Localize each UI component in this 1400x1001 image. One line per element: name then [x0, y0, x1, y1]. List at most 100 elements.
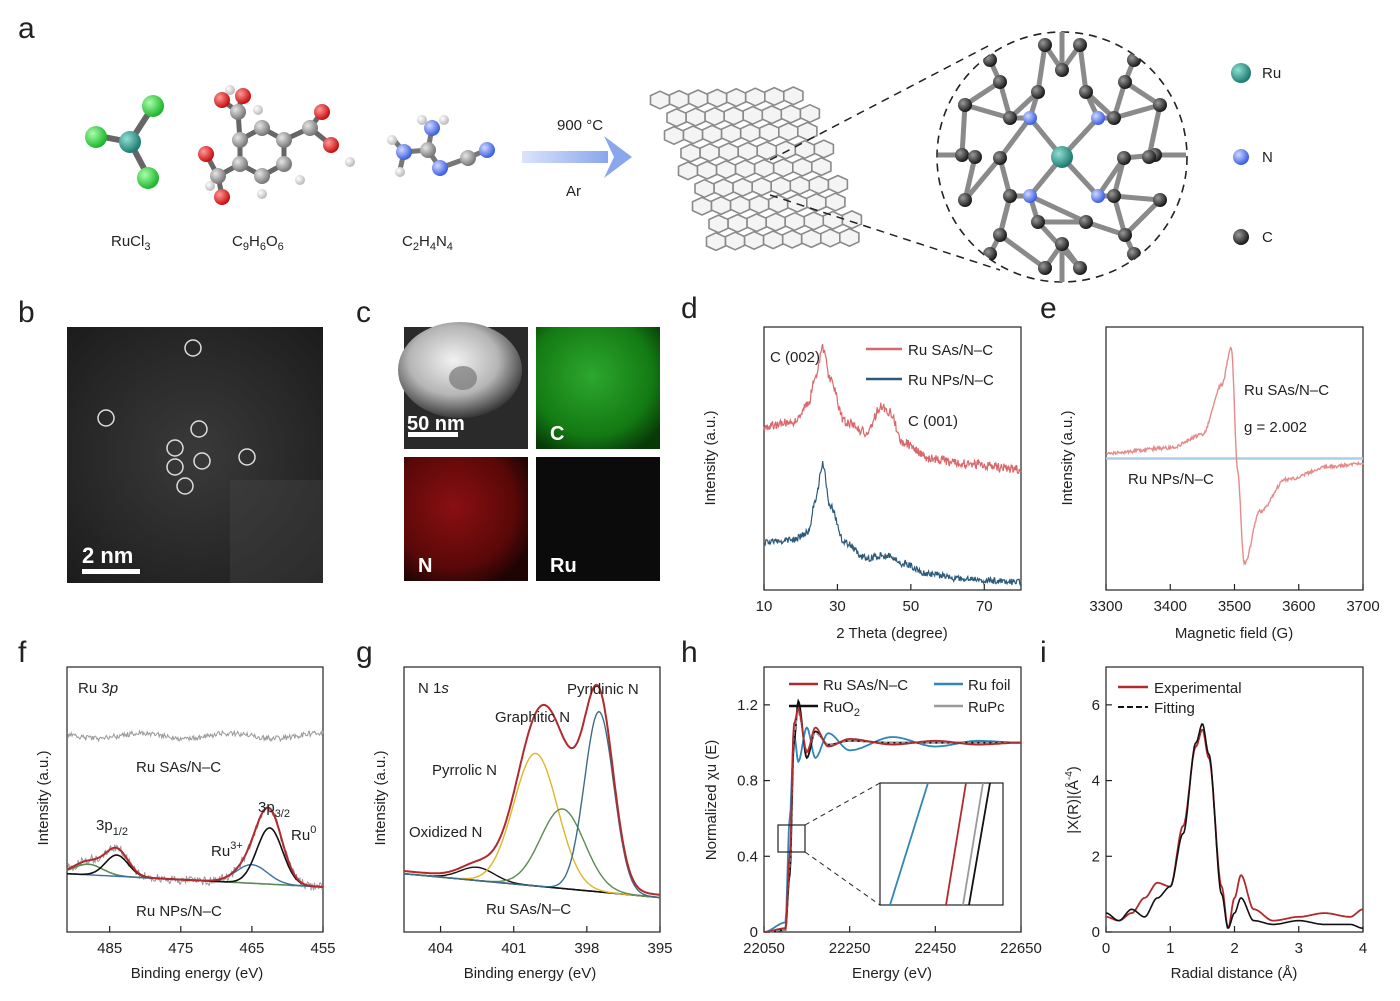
carbon-atom: [955, 148, 969, 162]
panel-letter-b: b: [18, 296, 35, 329]
graphene-hexagon: [840, 229, 859, 247]
graphene-hexagon: [750, 196, 769, 214]
x-tick-label: 22250: [829, 940, 871, 957]
graphene-hexagon: [776, 141, 795, 159]
y-tick-label: 0: [750, 924, 758, 941]
legend-ruo2: RuO2: [823, 699, 860, 719]
panel-letter-e: e: [1040, 292, 1057, 325]
graphene-hexagon: [807, 194, 826, 212]
graphene-hexagon: [743, 107, 762, 125]
ru-atom-icon: [1231, 63, 1251, 83]
x-tick-label: 2: [1230, 940, 1238, 957]
graphene-hexagon: [784, 87, 803, 105]
ru-n4-magnified-structure: [937, 30, 1187, 284]
carbon-atom: [1003, 111, 1017, 125]
ylabel-g: Intensity (a.u.): [372, 750, 389, 845]
label-3p12: 3p1/2: [96, 817, 128, 838]
xlabel-d: 2 Theta (degree): [836, 625, 947, 642]
x-tick-label: 398: [574, 940, 599, 957]
label-ru-nps-f: Ru NPs/N–C: [136, 903, 222, 920]
arrow-atmosphere: Ar: [566, 183, 581, 200]
graphene-hexagon: [790, 177, 809, 195]
graphene-hexagon: [709, 215, 728, 233]
graphene-hexagon: [795, 141, 814, 159]
graphene-hexagon: [752, 178, 771, 196]
legend-rupc: RuPc: [968, 699, 1005, 716]
x-tick-label: 395: [647, 940, 672, 957]
legend-ru-foil: Ru foil: [968, 677, 1011, 694]
ylabel-i: |X(R)|(Å-4): [1064, 766, 1082, 834]
xlabel-g: Binding energy (eV): [464, 965, 597, 982]
legend-experimental: Experimental: [1154, 680, 1242, 697]
legend-c: C: [1262, 229, 1273, 246]
label-rucl3: RuCl3: [111, 233, 150, 253]
carbon-atom: [958, 98, 972, 112]
nitrogen-atom: [1023, 189, 1037, 203]
ylabel-d: Intensity (a.u.): [702, 410, 719, 505]
scale-bar-b: 2 nm: [82, 543, 133, 568]
exafs-chart: 0 1 2 3 40246: [1092, 667, 1368, 957]
y-tick-label: 2: [1092, 848, 1100, 865]
legend-n: N: [1262, 149, 1273, 166]
legend-ru-nps: Ru NPs/N–C: [908, 372, 994, 389]
carbon-atom: [983, 247, 997, 261]
xlabel-e: Magnetic field (G): [1175, 625, 1293, 642]
panel-letter-c: c: [356, 296, 371, 329]
graphene-hexagon: [689, 90, 708, 108]
graphene-hexagon: [823, 212, 842, 230]
x-tick-label: 50: [903, 598, 920, 615]
legend-ru: Ru: [1262, 65, 1281, 82]
graphene-hexagon: [814, 140, 833, 158]
x-tick-label: 465: [239, 940, 264, 957]
graphene-hexagon: [736, 160, 755, 178]
label-c2h4n4: C2H4N4: [402, 233, 453, 253]
label-oxidized: Oxidized N: [409, 824, 482, 841]
panel-letter-i: i: [1040, 636, 1047, 669]
c-atom-icon: [1233, 229, 1249, 245]
x-tick-label: 4: [1359, 940, 1367, 957]
label-pyridinic: Pyridinic N: [567, 681, 639, 698]
carbon-atom: [1073, 38, 1087, 52]
ylabel-h: Normalized χu (E): [703, 740, 720, 860]
carbon-atom: [1127, 247, 1141, 261]
carbon-atom: [1153, 98, 1167, 112]
graphene-hexagon: [695, 180, 714, 198]
graphene-hexagon: [802, 230, 821, 248]
x-tick-label: 22450: [914, 940, 956, 957]
label-ru3plus: Ru3+: [211, 840, 243, 860]
atom-legend: Ru N C: [1231, 63, 1281, 246]
x-tick-label: 3: [1295, 940, 1303, 957]
graphene-hexagon: [686, 108, 705, 126]
title-g: N 1s: [418, 680, 449, 697]
x-tick-label: 0: [1102, 940, 1110, 957]
carbon-atom: [1079, 215, 1093, 229]
legend-ru-sas: Ru SAs/N–C: [908, 342, 993, 359]
graphene-hexagon: [705, 108, 724, 126]
series-ru-nps-xrd: [764, 461, 1021, 585]
graphene-hexagon: [726, 232, 745, 250]
x-tick-label: 3400: [1154, 598, 1187, 615]
figure-canvas: a b c d e f g h i: [0, 0, 1400, 1001]
annotation-c001: C (001): [908, 413, 958, 430]
y-tick-label: 0.4: [737, 848, 758, 865]
graphene-hexagon: [651, 91, 670, 109]
graphene-hexagon: [755, 160, 774, 178]
x-tick-label: 455: [310, 940, 335, 957]
graphene-hexagon: [821, 229, 840, 247]
x-tick-label: 3500: [1218, 598, 1251, 615]
xlabel-i: Radial distance (Å): [1171, 965, 1298, 982]
label-ru-nps-epr: Ru NPs/N–C: [1128, 471, 1214, 488]
y-tick-label: 0: [1092, 924, 1100, 941]
carbon-atom: [1127, 53, 1141, 67]
graphene-hexagon: [809, 176, 828, 194]
y-tick-label: 4: [1092, 773, 1100, 790]
graphene-hexagon: [842, 211, 861, 229]
carbon-atom: [1031, 85, 1045, 99]
carbon-atom: [1031, 215, 1045, 229]
x-tick-label: 22050: [743, 940, 785, 957]
xlabel-f: Binding energy (eV): [131, 965, 264, 982]
panel-letter-d: d: [681, 292, 698, 325]
label-graphitic: Graphitic N: [495, 709, 570, 726]
n-atom-icon: [1233, 149, 1249, 165]
carbon-atom: [1079, 85, 1093, 99]
